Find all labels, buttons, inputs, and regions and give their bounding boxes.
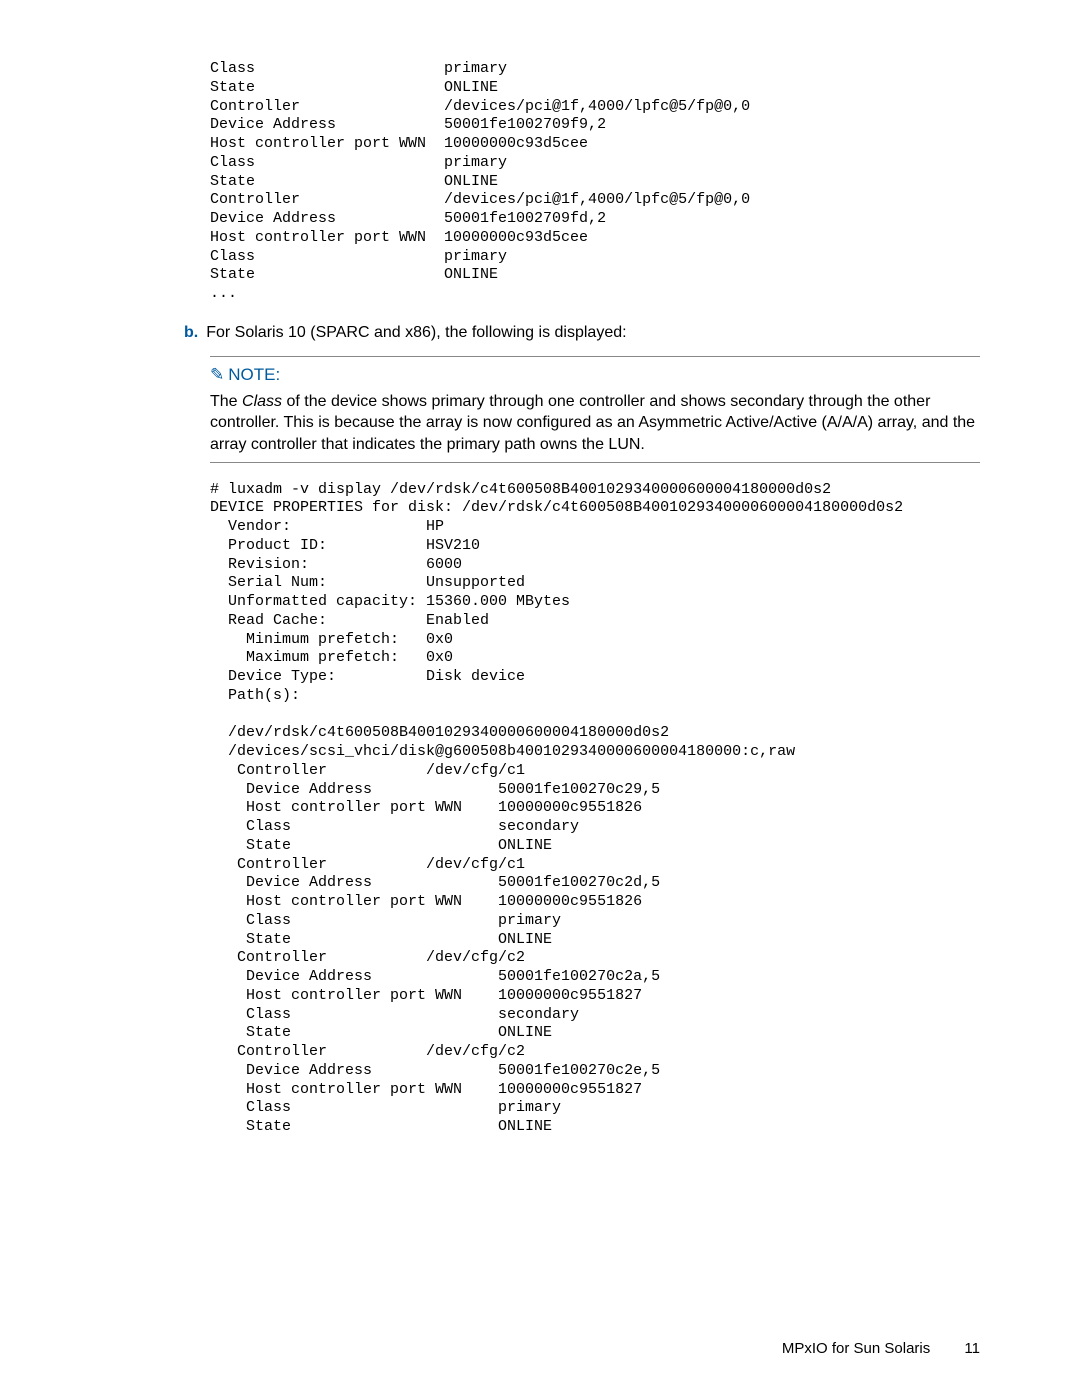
code-block-2: # luxadm -v display /dev/rdsk/c4t600508B… xyxy=(210,481,980,1137)
note-text-italic: Class xyxy=(242,393,282,410)
note-text-b: of the device shows primary through one … xyxy=(210,393,975,453)
note-label: NOTE: xyxy=(228,365,280,384)
note-top-rule xyxy=(210,356,980,357)
note-body: The Class of the device shows primary th… xyxy=(210,391,980,456)
note-bottom-rule xyxy=(210,462,980,463)
code-block-1: Class primary State ONLINE Controller /d… xyxy=(210,60,980,304)
footer-title: MPxIO for Sun Solaris xyxy=(782,1340,930,1357)
note-icon: ✎ xyxy=(210,365,224,384)
note-heading: ✎NOTE: xyxy=(210,365,980,385)
note-text-a: The xyxy=(210,393,242,410)
footer-page-number: 11 xyxy=(964,1340,980,1357)
step-letter: b. xyxy=(184,324,198,341)
step-b: b.For Solaris 10 (SPARC and x86), the fo… xyxy=(210,324,980,342)
page-footer: MPxIO for Sun Solaris 11 xyxy=(782,1340,980,1357)
step-text: For Solaris 10 (SPARC and x86), the foll… xyxy=(206,324,626,341)
document-page: Class primary State ONLINE Controller /d… xyxy=(0,0,1080,1397)
